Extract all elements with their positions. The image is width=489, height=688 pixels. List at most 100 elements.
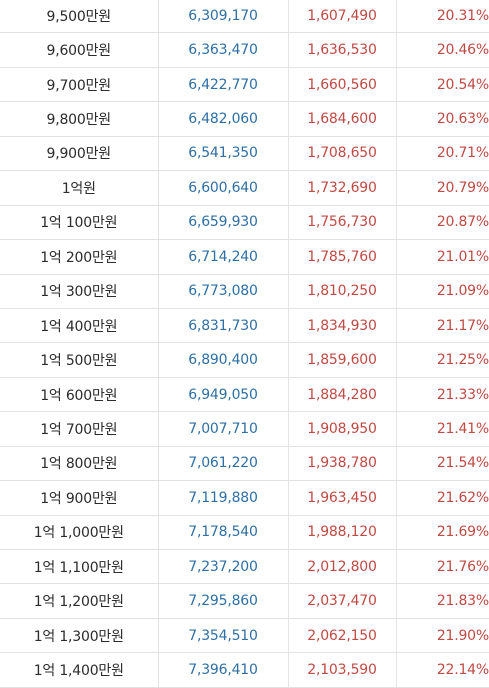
deduction-rate-cell: 21.09% — [395, 273, 489, 309]
table-row: 9,500만원 6,309,170 1,607,490 20.31% — [0, 0, 489, 34]
table-row: 1억 1,300만원 7,354,510 2,062,150 21.90% — [0, 617, 489, 654]
net-monthly-cell: 7,354,510 — [157, 617, 288, 654]
annual-salary-cell: 1억 500만원 — [0, 342, 158, 378]
net-monthly-cell: 6,600,640 — [157, 170, 288, 206]
table-row: 1억 700만원 7,007,710 1,908,950 21.41% — [0, 411, 489, 447]
table-row: 9,600만원 6,363,470 1,636,530 20.46% — [0, 32, 489, 68]
deduction-cell: 1,810,250 — [287, 273, 396, 309]
table-row: 1억 300만원 6,773,080 1,810,250 21.09% — [0, 273, 489, 309]
deduction-cell: 1,708,650 — [287, 135, 396, 172]
net-monthly-cell: 7,295,860 — [157, 583, 288, 619]
deduction-rate-cell: 21.01% — [395, 239, 489, 275]
deduction-rate-cell: 21.90% — [395, 617, 489, 654]
annual-salary-cell: 1억 1,200만원 — [0, 583, 158, 619]
deduction-rate-cell: 21.62% — [395, 480, 489, 516]
net-monthly-cell: 6,949,050 — [157, 376, 288, 413]
deduction-rate-cell: 21.69% — [395, 514, 489, 551]
deduction-cell: 1,908,950 — [287, 411, 396, 447]
net-monthly-cell: 6,714,240 — [157, 239, 288, 275]
net-monthly-cell: 6,831,730 — [157, 307, 288, 344]
annual-salary-cell: 1억 200만원 — [0, 239, 158, 275]
net-monthly-cell: 7,178,540 — [157, 514, 288, 551]
net-monthly-cell: 7,119,880 — [157, 480, 288, 516]
deduction-cell: 2,012,800 — [287, 548, 396, 585]
deduction-rate-cell: 21.76% — [395, 548, 489, 585]
deduction-rate-cell: 20.87% — [395, 204, 489, 241]
deduction-rate-cell: 20.54% — [395, 66, 489, 103]
deduction-cell: 1,636,530 — [287, 32, 396, 68]
net-monthly-cell: 6,309,170 — [157, 0, 288, 34]
table-row: 1억 1,200만원 7,295,860 2,037,470 21.83% — [0, 583, 489, 619]
deduction-rate-cell: 21.41% — [395, 411, 489, 447]
deduction-cell: 2,103,590 — [287, 652, 396, 688]
deduction-cell: 1,660,560 — [287, 66, 396, 103]
deduction-rate-cell: 21.25% — [395, 342, 489, 378]
deduction-cell: 1,834,930 — [287, 307, 396, 344]
deduction-rate-cell: 20.71% — [395, 135, 489, 172]
deduction-cell: 2,037,470 — [287, 583, 396, 619]
table-row: 9,700만원 6,422,770 1,660,560 20.54% — [0, 66, 489, 103]
annual-salary-cell: 9,900만원 — [0, 135, 158, 172]
deduction-cell: 1,756,730 — [287, 204, 396, 241]
table-row: 1억 500만원 6,890,400 1,859,600 21.25% — [0, 342, 489, 378]
net-monthly-cell: 7,061,220 — [157, 445, 288, 482]
deduction-cell: 1,607,490 — [287, 0, 396, 34]
table-row: 1억 600만원 6,949,050 1,884,280 21.33% — [0, 376, 489, 413]
deduction-cell: 1,938,780 — [287, 445, 396, 482]
annual-salary-cell: 1억 1,100만원 — [0, 548, 158, 585]
deduction-cell: 1,988,120 — [287, 514, 396, 551]
annual-salary-cell: 1억 700만원 — [0, 411, 158, 447]
table-row: 1억 900만원 7,119,880 1,963,450 21.62% — [0, 480, 489, 516]
table-row: 9,800만원 6,482,060 1,684,600 20.63% — [0, 101, 489, 137]
deduction-rate-cell: 20.63% — [395, 101, 489, 137]
annual-salary-cell: 9,700만원 — [0, 66, 158, 103]
table-row: 1억원 6,600,640 1,732,690 20.79% — [0, 170, 489, 206]
annual-salary-cell: 9,800만원 — [0, 101, 158, 137]
deduction-rate-cell: 20.79% — [395, 170, 489, 206]
table-row: 1억 800만원 7,061,220 1,938,780 21.54% — [0, 445, 489, 482]
deduction-cell: 1,684,600 — [287, 101, 396, 137]
deduction-rate-cell: 20.31% — [395, 0, 489, 34]
net-monthly-cell: 7,396,410 — [157, 652, 288, 688]
net-monthly-cell: 6,773,080 — [157, 273, 288, 309]
net-monthly-cell: 6,422,770 — [157, 66, 288, 103]
deduction-rate-cell: 21.33% — [395, 376, 489, 413]
net-monthly-cell: 7,237,200 — [157, 548, 288, 585]
net-monthly-cell: 6,541,350 — [157, 135, 288, 172]
net-monthly-cell: 6,482,060 — [157, 101, 288, 137]
table-row: 1억 1,100만원 7,237,200 2,012,800 21.76% — [0, 548, 489, 585]
net-monthly-cell: 6,363,470 — [157, 32, 288, 68]
net-monthly-cell: 7,007,710 — [157, 411, 288, 447]
annual-salary-cell: 1억원 — [0, 170, 158, 206]
annual-salary-cell: 1억 1,400만원 — [0, 652, 158, 688]
table-row: 1억 400만원 6,831,730 1,834,930 21.17% — [0, 307, 489, 344]
table-row: 9,900만원 6,541,350 1,708,650 20.71% — [0, 135, 489, 172]
annual-salary-cell: 9,500만원 — [0, 0, 158, 34]
table-row: 1억 100만원 6,659,930 1,756,730 20.87% — [0, 204, 489, 241]
table-row: 1억 1,000만원 7,178,540 1,988,120 21.69% — [0, 514, 489, 551]
net-monthly-cell: 6,659,930 — [157, 204, 288, 241]
annual-salary-cell: 1억 600만원 — [0, 376, 158, 413]
deduction-cell: 1,963,450 — [287, 480, 396, 516]
annual-salary-cell: 1억 300만원 — [0, 273, 158, 309]
deduction-cell: 1,732,690 — [287, 170, 396, 206]
deduction-cell: 2,062,150 — [287, 617, 396, 654]
deduction-rate-cell: 21.54% — [395, 445, 489, 482]
deduction-cell: 1,785,760 — [287, 239, 396, 275]
table-row: 1억 1,400만원 7,396,410 2,103,590 22.14% — [0, 652, 489, 688]
net-monthly-cell: 6,890,400 — [157, 342, 288, 378]
annual-salary-cell: 1억 1,300만원 — [0, 617, 158, 654]
deduction-rate-cell: 22.14% — [395, 652, 489, 688]
annual-salary-cell: 1억 1,000만원 — [0, 514, 158, 551]
deduction-rate-cell: 21.17% — [395, 307, 489, 344]
deduction-rate-cell: 20.46% — [395, 32, 489, 68]
table-row: 1억 200만원 6,714,240 1,785,760 21.01% — [0, 239, 489, 275]
annual-salary-cell: 1억 900만원 — [0, 480, 158, 516]
deduction-cell: 1,884,280 — [287, 376, 396, 413]
annual-salary-cell: 9,600만원 — [0, 32, 158, 68]
deduction-cell: 1,859,600 — [287, 342, 396, 378]
annual-salary-cell: 1억 400만원 — [0, 307, 158, 344]
annual-salary-cell: 1억 100만원 — [0, 204, 158, 241]
